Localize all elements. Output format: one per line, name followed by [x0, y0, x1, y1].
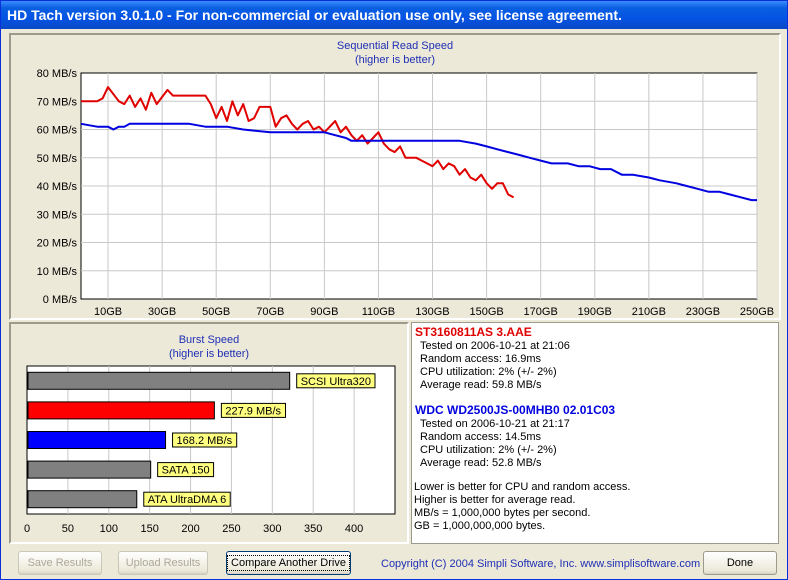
- note-average-read: Higher is better for average read.: [414, 494, 576, 506]
- note-cpu-random: Lower is better for CPU and random acces…: [414, 481, 631, 493]
- note-mbs-definition: MB/s = 1,000,000 bytes per second.: [414, 507, 591, 519]
- drive-2-tested: Tested on 2006-10-21 at 21:17: [420, 418, 570, 430]
- x-tick-label: 190GB: [578, 306, 612, 318]
- drive-1-average-read: Average read: 59.8 MB/s: [420, 379, 542, 391]
- burst-bar-label: SCSI Ultra320: [301, 376, 371, 388]
- x-tick-label: 170GB: [524, 306, 558, 318]
- x-tick-label: 50GB: [202, 306, 230, 318]
- x-tick-label: 90GB: [310, 306, 338, 318]
- y-tick-label: 40 MB/s: [37, 181, 78, 193]
- drive-info-panel: ST3160811AS 3.AAE Tested on 2006-10-21 a…: [411, 322, 779, 544]
- burst-tick-label: 300: [263, 523, 281, 535]
- drive-1-tested: Tested on 2006-10-21 at 21:06: [420, 340, 570, 352]
- sequential-chart-title: Sequential Read Speed: [336, 40, 454, 52]
- burst-label-box: [157, 462, 215, 478]
- burst-chart-subtitle: (higher is better): [168, 348, 250, 360]
- x-tick-label: 70GB: [256, 306, 284, 318]
- burst-label-box: [220, 402, 287, 418]
- burst-tick-label: 250: [222, 523, 240, 535]
- sequential-read-panel: Sequential Read Speed (higher is better)…: [9, 33, 781, 320]
- save-results-button[interactable]: Save Results: [18, 551, 102, 575]
- x-tick-label: 150GB: [469, 306, 503, 318]
- y-tick-label: 30 MB/s: [37, 209, 78, 221]
- burst-bar-label: ATA UltraDMA 6: [148, 494, 226, 506]
- burst-tick-label: 100: [100, 523, 118, 535]
- y-tick-label: 0 MB/s: [43, 294, 78, 306]
- sequential-read-chart: 0 MB/s 10 MB/s 20 MB/s 30 MB/s 40 MB/s 50 MB/…: [37, 68, 774, 318]
- x-tick-label: 130GB: [415, 306, 449, 318]
- y-tick-label: 20 MB/s: [37, 238, 78, 250]
- burst-bar-label: 227.9 MB/s: [225, 405, 281, 417]
- burst-speed-panel: Burst Speed (higher is better) 0 50 100 150…: [9, 322, 409, 544]
- note-gb-definition: GB = 1,000,000,000 bytes.: [414, 520, 546, 532]
- drive-2-random-access: Random access: 14.5ms: [420, 431, 542, 443]
- burst-bar: [27, 431, 167, 449]
- copyright-text: Copyright (C) 2004 Simpli Software, Inc.…: [381, 558, 701, 570]
- drive-1-random-access: Random access: 16.9ms: [420, 353, 542, 365]
- x-tick-label: 30GB: [148, 306, 176, 318]
- burst-bar: [27, 401, 215, 420]
- drive-2-cpu-utilization: CPU utilization: 2% (+/- 2%): [420, 444, 557, 456]
- burst-tick-label: 0: [24, 523, 30, 535]
- burst-tick-label: 150: [140, 523, 158, 535]
- burst-bar: [27, 371, 291, 390]
- burst-bar-label: SATA 150: [162, 465, 210, 477]
- y-tick-label: 80 MB/s: [37, 68, 78, 80]
- x-tick-label: 10GB: [94, 306, 122, 318]
- drive-1-name: ST3160811AS 3.AAE: [415, 325, 532, 339]
- y-tick-label: 50 MB/s: [37, 153, 78, 165]
- title-bar: HD Tach version 3.0.1.0 - For non-commer…: [1, 1, 787, 29]
- burst-label-box: [143, 491, 231, 507]
- series-line-2: [80, 122, 757, 202]
- burst-label-box: [296, 373, 376, 389]
- burst-bar: [27, 490, 138, 509]
- burst-tick-label: 350: [304, 523, 322, 535]
- y-tick-label: 70 MB/s: [37, 96, 78, 108]
- x-tick-label: 230GB: [686, 306, 720, 318]
- burst-speed-chart: 0 50 100 150 200 250 300 350 400 SCSI Ultra320 227…: [24, 365, 396, 535]
- sequential-chart-subtitle: (higher is better): [354, 54, 436, 66]
- burst-bar-label: 168.2 MB/s: [177, 435, 233, 447]
- y-tick-label: 10 MB/s: [37, 266, 78, 278]
- burst-tick-label: 400: [345, 523, 363, 535]
- x-tick-label: 110GB: [362, 306, 395, 318]
- burst-tick-label: 50: [62, 523, 74, 535]
- burst-label-box: [172, 432, 238, 448]
- upload-results-button[interactable]: Upload Results: [118, 551, 208, 575]
- drive-2-average-read: Average read: 52.8 MB/s: [420, 457, 542, 469]
- drive-1-cpu-utilization: CPU utilization: 2% (+/- 2%): [420, 366, 557, 378]
- x-tick-label: 210GB: [632, 306, 666, 318]
- x-tick-label: 250GB: [740, 306, 774, 318]
- drive-2-name: WDC WD2500JS-00MHB0 02.01C03: [415, 403, 616, 417]
- burst-chart-title: Burst Speed: [178, 334, 240, 346]
- burst-tick-label: 200: [181, 523, 199, 535]
- compare-another-drive-button[interactable]: Compare Another Drive: [226, 551, 351, 575]
- burst-bar: [27, 460, 152, 479]
- y-tick-label: 60 MB/s: [37, 125, 78, 137]
- compare-another-drive-label: Compare Another Drive: [227, 555, 350, 571]
- series-line-1: [81, 86, 515, 199]
- done-button[interactable]: Done: [703, 551, 777, 575]
